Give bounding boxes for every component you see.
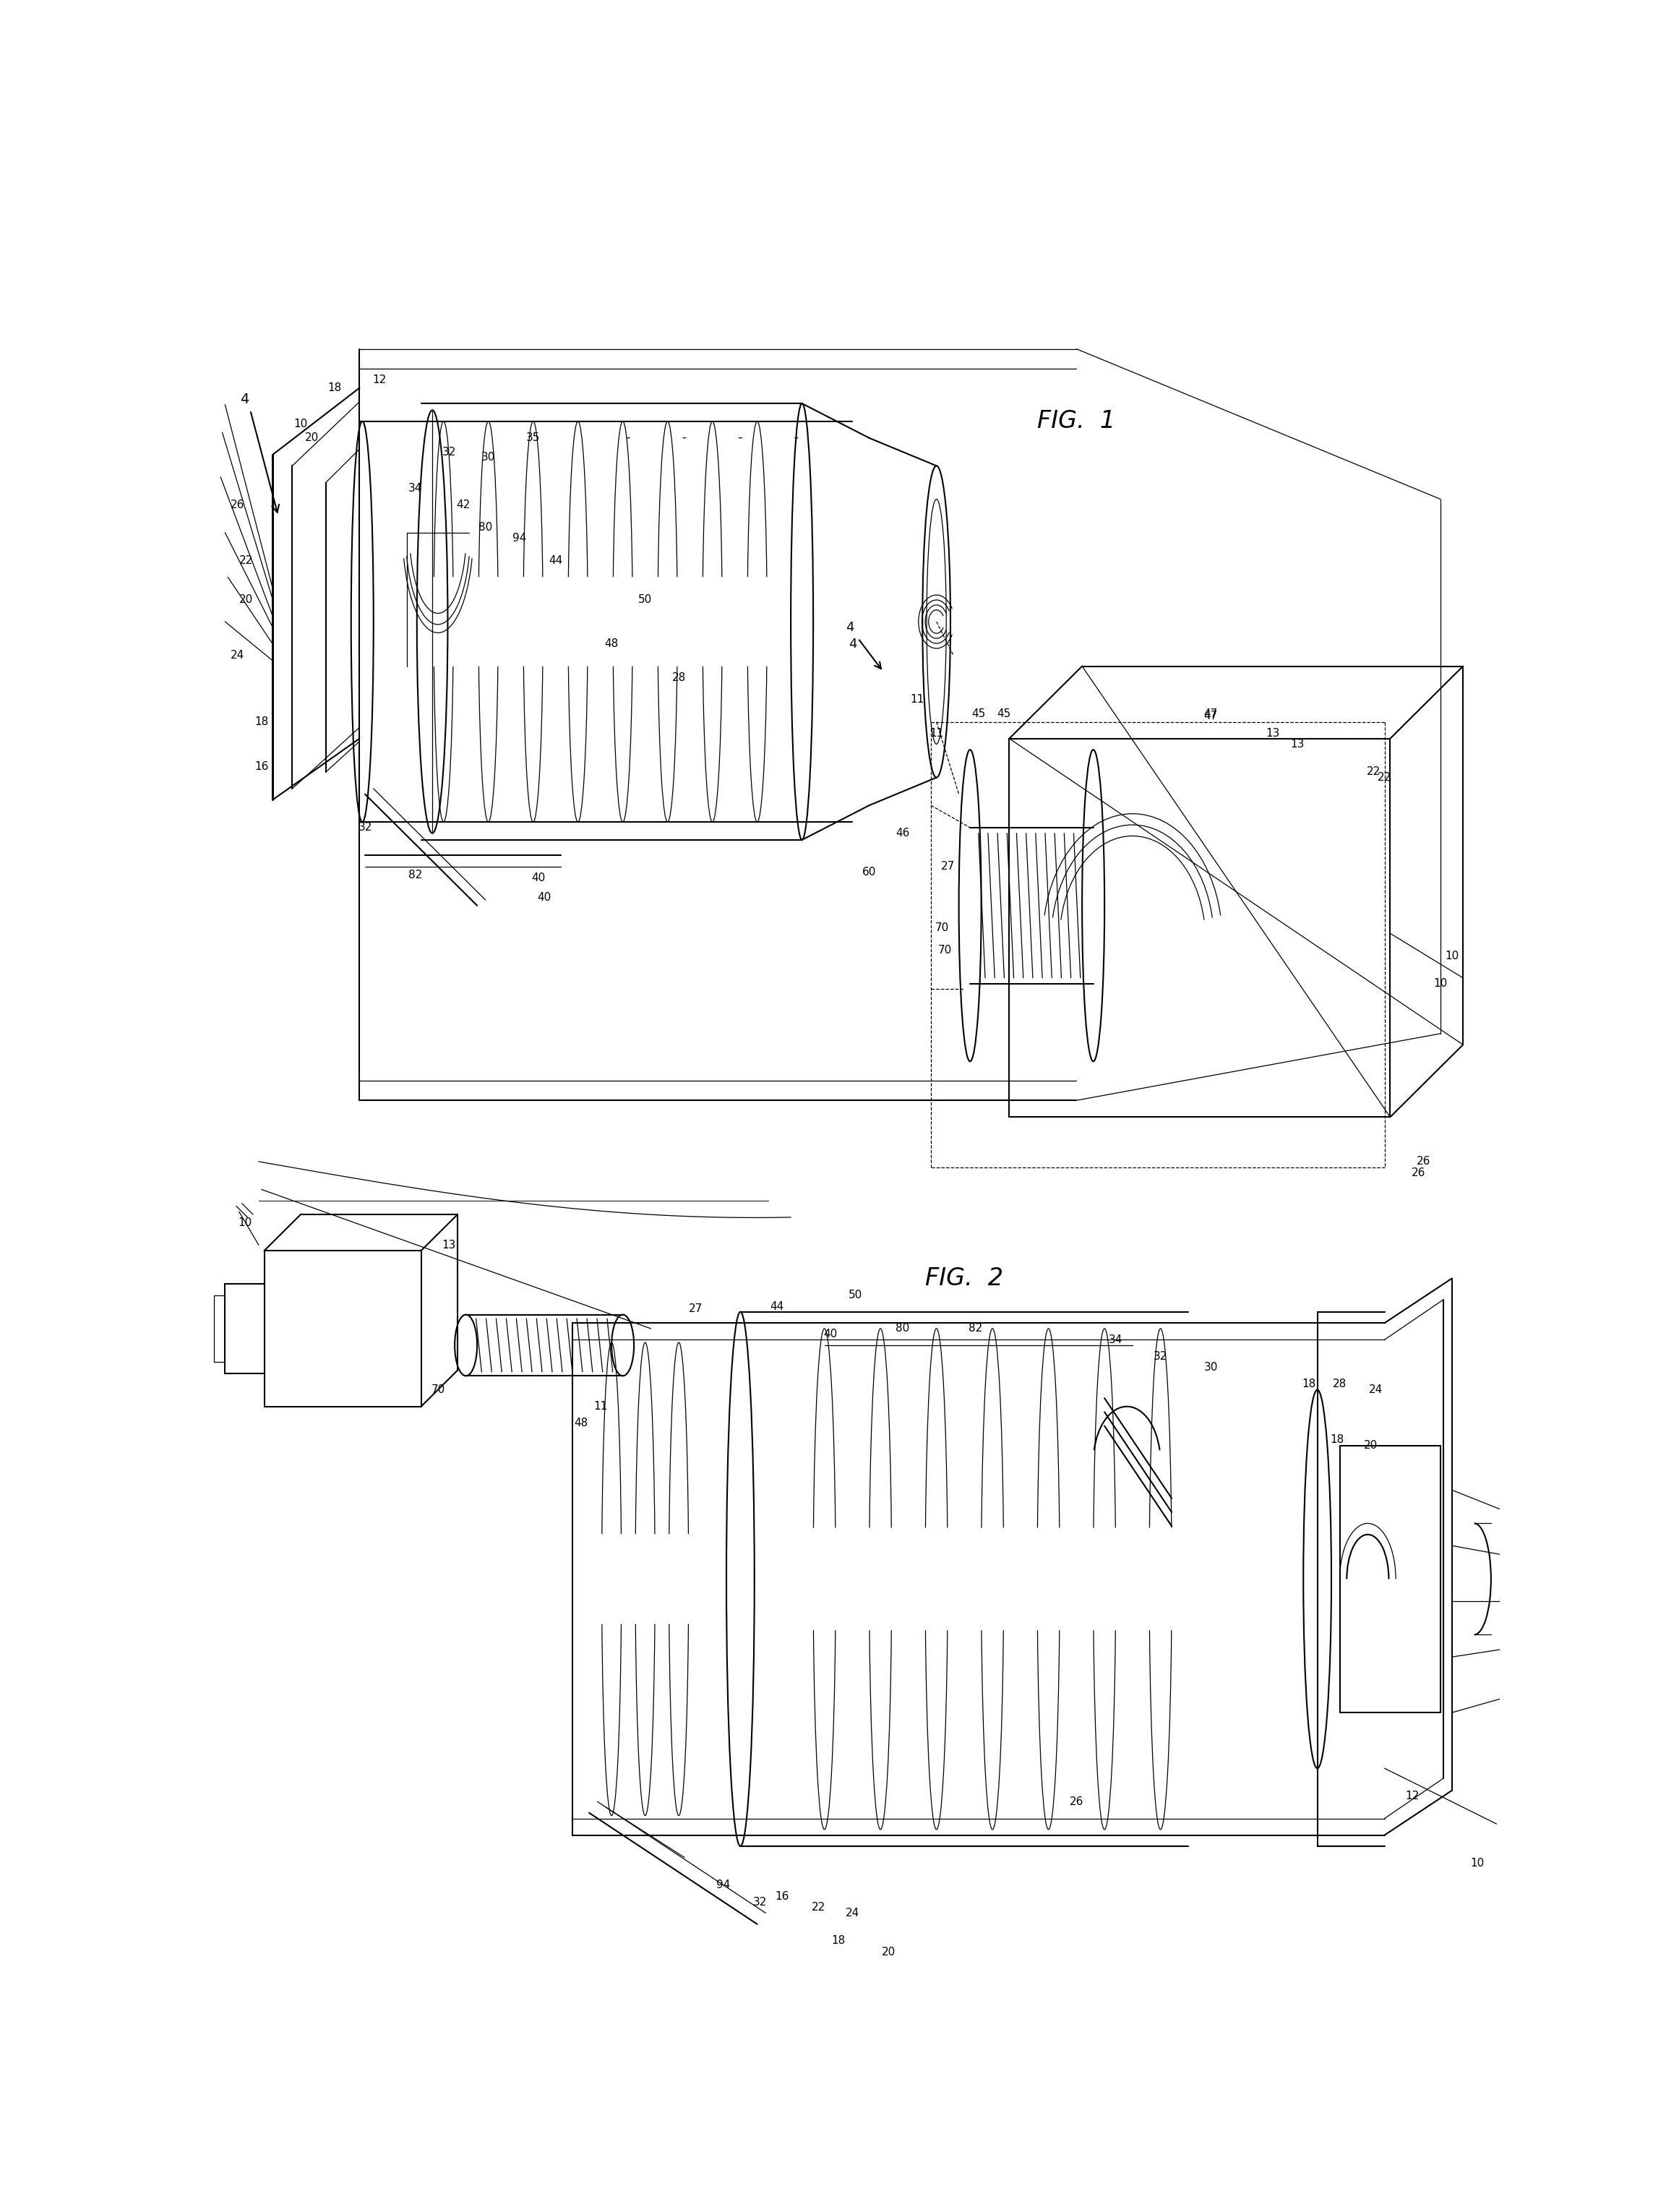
Text: 4: 4 — [848, 637, 856, 650]
Text: 11: 11 — [593, 1400, 608, 1411]
Text: 10: 10 — [238, 1217, 252, 1228]
Text: 40: 40 — [823, 1329, 836, 1340]
Text: 32: 32 — [358, 823, 372, 834]
Text: 18: 18 — [327, 383, 342, 394]
Text: 12: 12 — [1406, 1792, 1419, 1801]
Text: 94: 94 — [716, 1880, 731, 1891]
Text: 42: 42 — [456, 500, 470, 511]
Text: 82: 82 — [408, 869, 423, 880]
Text: 34: 34 — [408, 482, 423, 493]
Text: 32: 32 — [441, 447, 456, 458]
Text: 50: 50 — [848, 1290, 863, 1301]
Text: 82: 82 — [968, 1323, 983, 1334]
Text: 16: 16 — [255, 761, 268, 772]
Text: 24: 24 — [1369, 1385, 1383, 1396]
Text: 10: 10 — [1469, 1858, 1484, 1869]
Text: 20: 20 — [1363, 1440, 1378, 1451]
Text: 45: 45 — [971, 708, 985, 719]
Text: 11: 11 — [930, 728, 943, 739]
Text: 80: 80 — [478, 522, 493, 533]
Text: 20: 20 — [881, 1947, 896, 1958]
Text: FIG.  2: FIG. 2 — [925, 1267, 1003, 1290]
Text: 20: 20 — [240, 595, 253, 604]
Text: 60: 60 — [863, 867, 876, 878]
Text: 70: 70 — [938, 945, 951, 956]
Text: 28: 28 — [1333, 1378, 1346, 1389]
Text: 48: 48 — [605, 639, 618, 650]
Text: 24: 24 — [845, 1907, 860, 1918]
Text: 10: 10 — [293, 418, 308, 429]
Text: 47: 47 — [1205, 710, 1218, 721]
Text: 35: 35 — [526, 434, 540, 442]
Text: 34: 34 — [1108, 1334, 1123, 1345]
Text: 26: 26 — [1070, 1796, 1083, 1807]
Text: 27: 27 — [941, 860, 955, 872]
Text: 22: 22 — [811, 1902, 826, 1913]
Text: 70: 70 — [431, 1385, 445, 1396]
Text: 94: 94 — [511, 533, 526, 544]
Text: 47: 47 — [1205, 708, 1218, 719]
Text: 22: 22 — [1366, 768, 1381, 776]
Text: 28: 28 — [671, 672, 686, 684]
Text: 40: 40 — [538, 891, 551, 902]
Text: 50: 50 — [638, 595, 651, 604]
Text: 30: 30 — [481, 451, 495, 462]
Text: 12: 12 — [372, 374, 387, 385]
Text: 22: 22 — [240, 555, 253, 566]
Text: 4: 4 — [845, 622, 853, 635]
Text: 30: 30 — [1205, 1363, 1218, 1374]
Text: 48: 48 — [573, 1418, 588, 1429]
Text: 22: 22 — [1378, 772, 1391, 783]
Text: 13: 13 — [1266, 728, 1279, 739]
Text: 10: 10 — [1444, 951, 1459, 960]
Text: 13: 13 — [441, 1239, 456, 1250]
Text: 18: 18 — [1329, 1433, 1344, 1444]
Text: 46: 46 — [896, 827, 910, 838]
Text: 26: 26 — [1416, 1157, 1431, 1168]
Text: 26: 26 — [1411, 1168, 1424, 1179]
Text: 10: 10 — [1434, 978, 1448, 989]
Text: 27: 27 — [688, 1303, 703, 1314]
Text: 44: 44 — [770, 1301, 783, 1312]
Text: FIG.  1: FIG. 1 — [1038, 409, 1116, 434]
Text: 18: 18 — [255, 717, 268, 728]
Text: 32: 32 — [753, 1896, 766, 1907]
Text: 11: 11 — [910, 695, 925, 706]
Text: 32: 32 — [1153, 1352, 1168, 1363]
Text: 80: 80 — [896, 1323, 910, 1334]
Text: 24: 24 — [230, 650, 245, 661]
Text: 20: 20 — [305, 434, 318, 442]
Text: 70: 70 — [935, 922, 950, 933]
Text: 18: 18 — [1303, 1378, 1316, 1389]
Text: 13: 13 — [1291, 739, 1304, 750]
Text: 16: 16 — [775, 1891, 790, 1902]
Text: 4: 4 — [240, 392, 250, 405]
Text: 45: 45 — [996, 708, 1011, 719]
Text: 44: 44 — [548, 555, 563, 566]
Text: 40: 40 — [531, 872, 546, 883]
Text: 26: 26 — [230, 500, 245, 511]
Text: 18: 18 — [831, 1936, 845, 1947]
